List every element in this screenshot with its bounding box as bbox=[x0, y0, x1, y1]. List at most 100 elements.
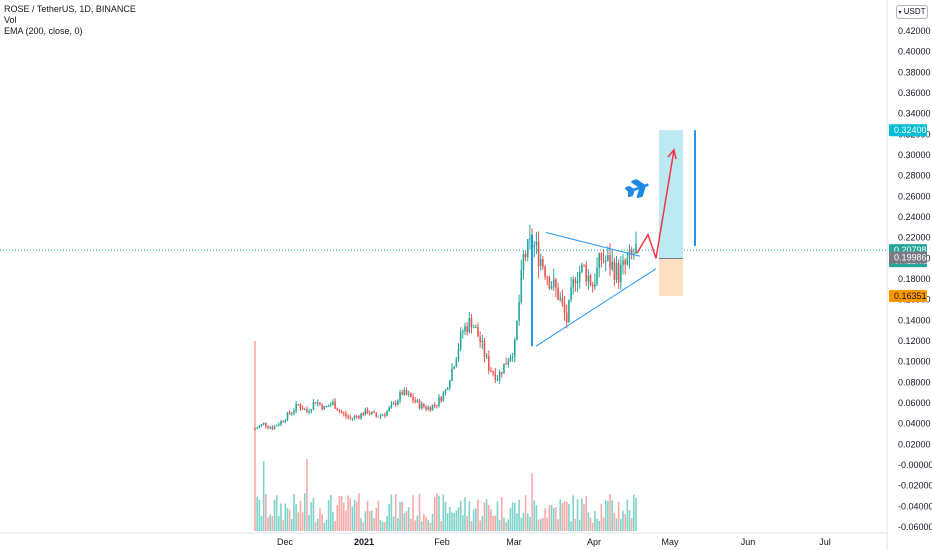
candle-body bbox=[444, 389, 447, 393]
volume-bar bbox=[630, 517, 633, 531]
volume-bar bbox=[360, 517, 362, 531]
candle-body bbox=[513, 339, 516, 357]
volume-bar bbox=[479, 520, 481, 531]
candle-body bbox=[373, 411, 375, 413]
volume-bar bbox=[401, 501, 404, 531]
volume-bar bbox=[414, 520, 416, 531]
volume-bar bbox=[451, 512, 453, 531]
volume-bar bbox=[628, 510, 631, 531]
volume-bar bbox=[496, 501, 499, 531]
candle-body bbox=[260, 424, 263, 426]
move-length-bar-right bbox=[694, 130, 696, 246]
volume-bar bbox=[507, 519, 510, 531]
candle-body bbox=[399, 392, 401, 401]
volume-bar bbox=[394, 494, 397, 531]
volume-bar bbox=[362, 522, 365, 531]
volume-bar bbox=[310, 502, 313, 531]
candle-body bbox=[626, 258, 629, 265]
volume-bar bbox=[509, 508, 512, 531]
volume-bar bbox=[345, 510, 347, 531]
chevron-down-icon: ▾ bbox=[898, 10, 902, 16]
candle-body bbox=[459, 332, 462, 349]
candle-body bbox=[368, 413, 371, 415]
candle-body bbox=[286, 412, 289, 421]
candle-body bbox=[273, 426, 276, 430]
candle-body bbox=[364, 409, 367, 416]
candle-body bbox=[442, 392, 445, 401]
legend-volume[interactable]: Vol bbox=[4, 15, 17, 25]
candle-body bbox=[436, 404, 438, 406]
candle-body bbox=[591, 284, 594, 287]
volume-bar bbox=[587, 512, 590, 531]
volume-bar bbox=[416, 515, 419, 531]
volume-bar bbox=[325, 519, 328, 531]
candle-body bbox=[291, 412, 293, 414]
candle-body bbox=[334, 401, 336, 409]
volume-bar bbox=[635, 498, 637, 531]
candle-body bbox=[492, 371, 494, 374]
x-tick-label: Mar bbox=[506, 537, 522, 547]
target-price-tag bbox=[889, 124, 927, 137]
triangle-lower-line bbox=[535, 268, 657, 347]
volume-bar bbox=[492, 515, 494, 531]
candle-body bbox=[336, 408, 339, 411]
volume-bar bbox=[336, 504, 339, 531]
y-tick-label: 0.28000 bbox=[898, 171, 931, 181]
candle-body bbox=[446, 388, 449, 390]
volume-bar bbox=[598, 520, 600, 531]
candle-body bbox=[490, 370, 492, 372]
volume-bar bbox=[366, 500, 369, 531]
volume-bar bbox=[275, 495, 278, 531]
volume-bar bbox=[368, 511, 371, 531]
candle-body bbox=[377, 416, 380, 418]
volume-bar bbox=[563, 501, 566, 531]
candle-body bbox=[468, 318, 471, 333]
candle-body bbox=[349, 417, 352, 419]
volume-bar bbox=[552, 507, 555, 531]
y-tick-label: 0.08000 bbox=[898, 377, 931, 387]
volume-bars bbox=[254, 341, 637, 531]
volume-bar bbox=[498, 520, 501, 531]
candle-body bbox=[507, 361, 510, 365]
legend-ema[interactable]: EMA (200, close, 0) bbox=[4, 26, 83, 36]
volume-bar bbox=[596, 518, 598, 531]
candle-body bbox=[546, 276, 549, 278]
volume-bar bbox=[537, 519, 540, 531]
candle-body bbox=[475, 327, 477, 329]
candle-body bbox=[340, 411, 343, 414]
candle-body bbox=[293, 410, 295, 413]
volume-bar bbox=[574, 518, 577, 531]
candle-body bbox=[511, 356, 514, 358]
candle-body bbox=[455, 359, 458, 367]
time-axis[interactable]: Dec 2021 Feb Mar Apr May Jun Jul bbox=[0, 532, 887, 547]
volume-bar bbox=[444, 501, 447, 531]
candle-body bbox=[563, 303, 566, 313]
candle-body bbox=[574, 279, 577, 284]
volume-bar bbox=[526, 513, 529, 531]
volume-bar bbox=[286, 508, 289, 531]
candle-body bbox=[332, 401, 334, 405]
candle-body bbox=[312, 402, 315, 410]
volume-bar bbox=[397, 518, 399, 531]
volume-bar bbox=[291, 519, 293, 531]
candle-body bbox=[384, 414, 386, 416]
volume-bar bbox=[524, 495, 527, 531]
candle-body bbox=[583, 264, 585, 266]
volume-bar bbox=[351, 506, 354, 531]
candle-body bbox=[282, 421, 284, 423]
candle-body bbox=[295, 404, 297, 411]
price-axis[interactable]: 0.420000.400000.380000.360000.340000.320… bbox=[886, 0, 932, 550]
legend-symbol[interactable]: ROSE / TetherUS, 1D, BINANCE bbox=[4, 4, 136, 14]
volume-bar bbox=[494, 515, 497, 531]
candle-body bbox=[548, 277, 551, 289]
volume-bar bbox=[293, 493, 295, 531]
volume-bar bbox=[613, 512, 616, 531]
y-tick-label: 0.12000 bbox=[898, 336, 931, 346]
candle-body bbox=[351, 418, 354, 420]
volume-bar bbox=[615, 518, 618, 531]
currency-button[interactable]: ▾ USDT bbox=[896, 5, 928, 19]
volume-bar bbox=[278, 515, 280, 531]
volume-bar bbox=[271, 516, 274, 531]
x-tick-label: Feb bbox=[434, 537, 450, 547]
